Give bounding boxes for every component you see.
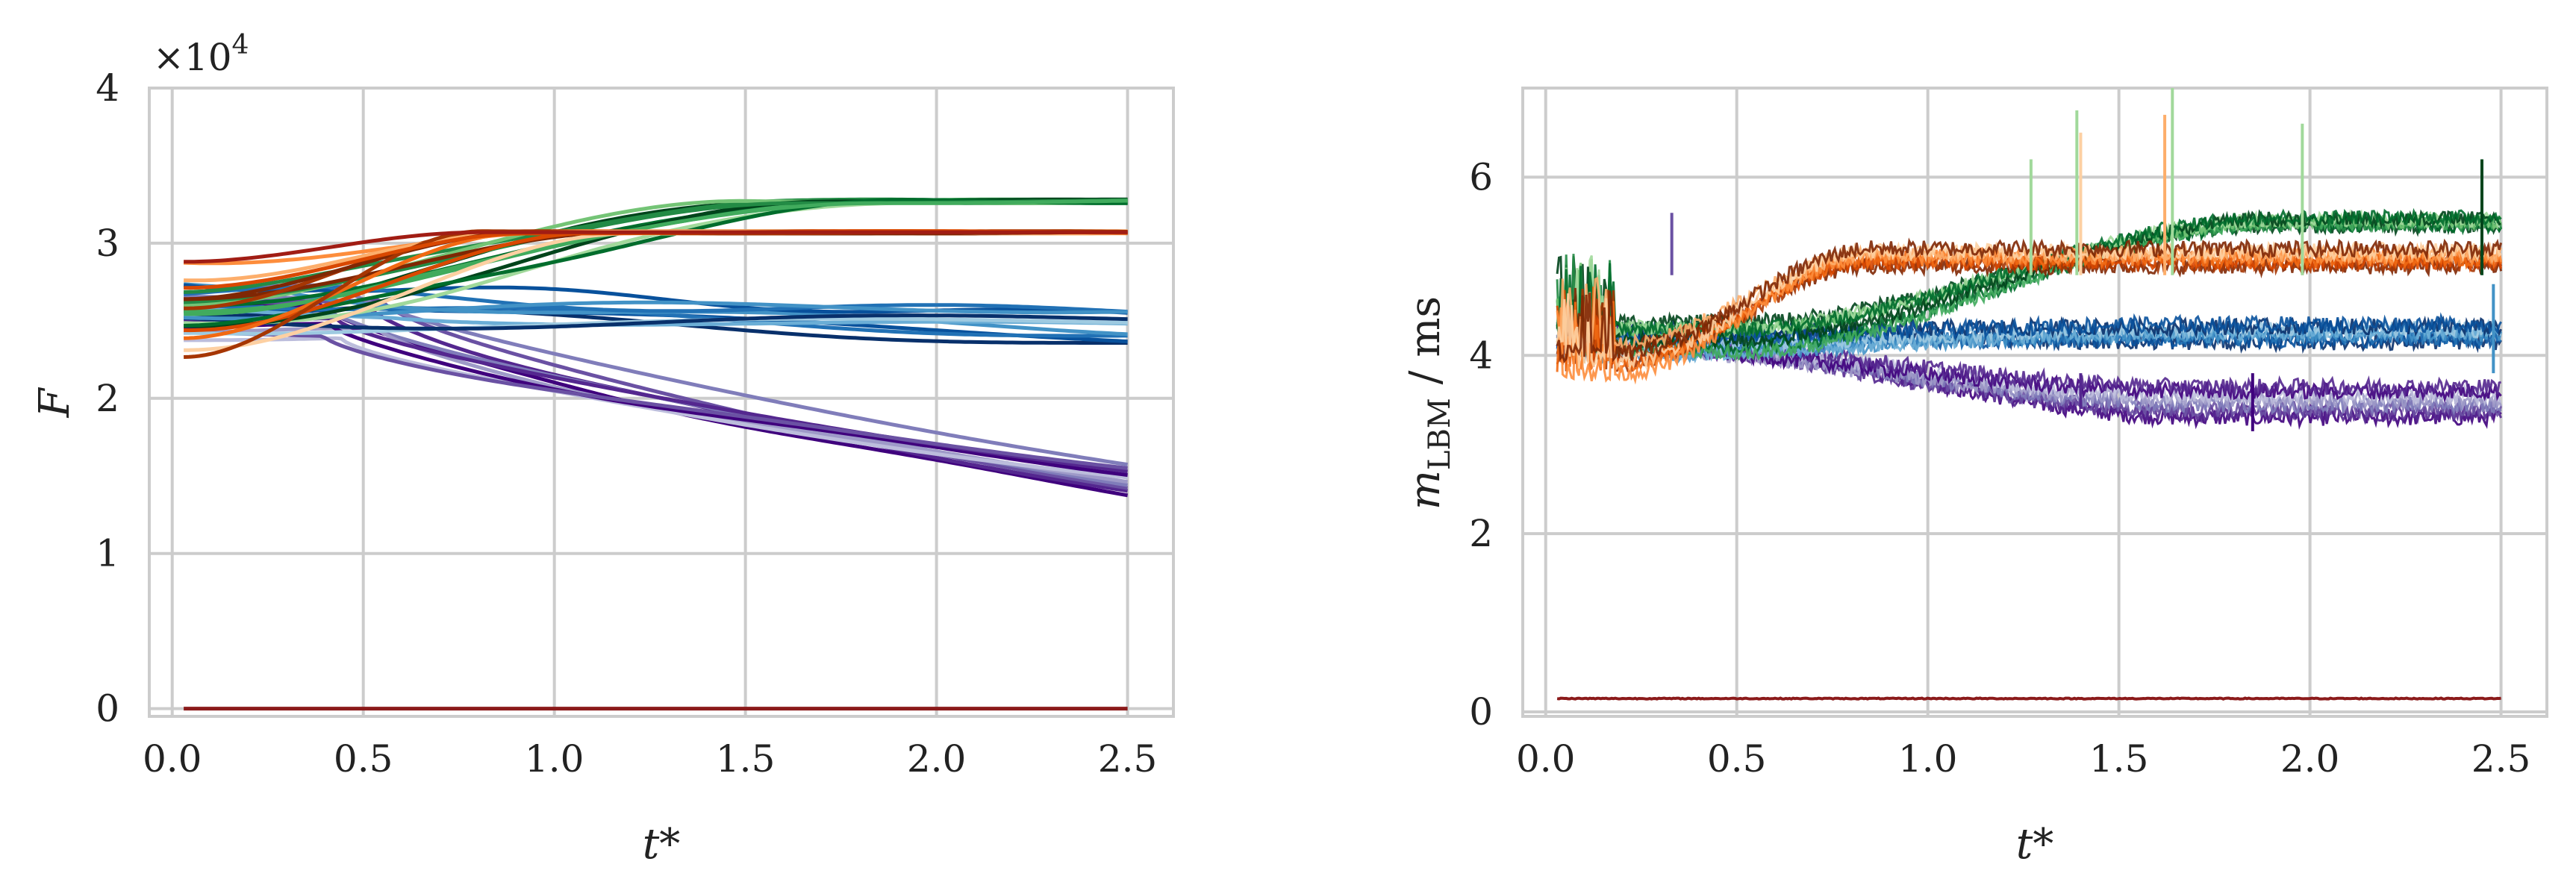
right-y-tick-label: 6: [1469, 155, 1493, 198]
right-plot: 0.0 0.5 1.0 1.5 2.0 2.5 0 2 4 6 mLBM / ms t*: [1401, 87, 2548, 869]
right-y-tick-label: 4: [1469, 334, 1493, 377]
left-tick-labels: 0.0 0.5 1.0 1.5 2.0 2.5 0 1 2 3 4: [96, 66, 1157, 781]
left-y-axis-label: F: [31, 387, 79, 418]
left-y-tick-label: 1: [96, 532, 119, 575]
left-x-tick-label: 1.5: [716, 737, 776, 781]
left-line-top-flat: [184, 230, 1128, 264]
left-x-tick-label: 0.0: [143, 737, 202, 781]
right-y-axis-label: mLBM / ms: [1401, 296, 1457, 510]
right-tick-labels: 0.0 0.5 1.0 1.5 2.0 2.5 0 2 4 6: [1469, 155, 2530, 781]
right-line-orange: [1556, 251, 2503, 372]
left-line-purple: [184, 330, 1128, 470]
right-x-tick-label: 2.0: [2280, 737, 2340, 781]
left-y-tick-label: 4: [96, 66, 119, 110]
right-line-orange: [1556, 248, 2503, 368]
right-x-tick-label: 0.0: [1516, 737, 1576, 781]
right-series: [1556, 88, 2503, 701]
left-x-tick-label: 2.5: [1098, 737, 1158, 781]
left-line-green: [184, 198, 1128, 313]
left-x-tick-label: 1.0: [525, 737, 584, 781]
left-plot-background: [148, 87, 1175, 718]
right-x-tick-label: 1.5: [2089, 737, 2149, 781]
right-gridlines: [1523, 88, 2547, 716]
left-offset-label: ×104: [153, 30, 249, 79]
left-y-tick-label: 3: [96, 222, 119, 265]
left-y-tick-label: 0: [96, 687, 119, 731]
left-line-blue: [183, 313, 1128, 331]
left-plot: 0.0 0.5 1.0 1.5 2.0 2.5 0 1 2 3 4 ×104 F t*: [31, 30, 1175, 869]
right-y-tick-label: 2: [1469, 512, 1493, 555]
right-line-baseline: [1556, 696, 2501, 701]
left-y-tick-label: 2: [96, 377, 119, 420]
right-series-orange: [1556, 237, 2503, 385]
left-x-tick-label: 2.0: [907, 737, 967, 781]
right-x-axis-label: t*: [2016, 820, 2054, 869]
left-line-purple: [184, 336, 1128, 480]
right-spikes: [1670, 88, 2495, 431]
left-series-top-flat: [184, 230, 1128, 264]
left-series: [183, 197, 1129, 711]
left-x-tick-label: 0.5: [334, 737, 393, 781]
right-y-tick-label: 0: [1469, 690, 1493, 734]
right-line-orange: [1556, 237, 2503, 363]
right-series-baseline: [1556, 696, 2501, 701]
right-x-tick-label: 2.5: [2471, 737, 2531, 781]
left-x-axis-label: t*: [643, 820, 681, 869]
right-x-tick-label: 1.0: [1898, 737, 1958, 781]
right-x-tick-label: 0.5: [1707, 737, 1767, 781]
